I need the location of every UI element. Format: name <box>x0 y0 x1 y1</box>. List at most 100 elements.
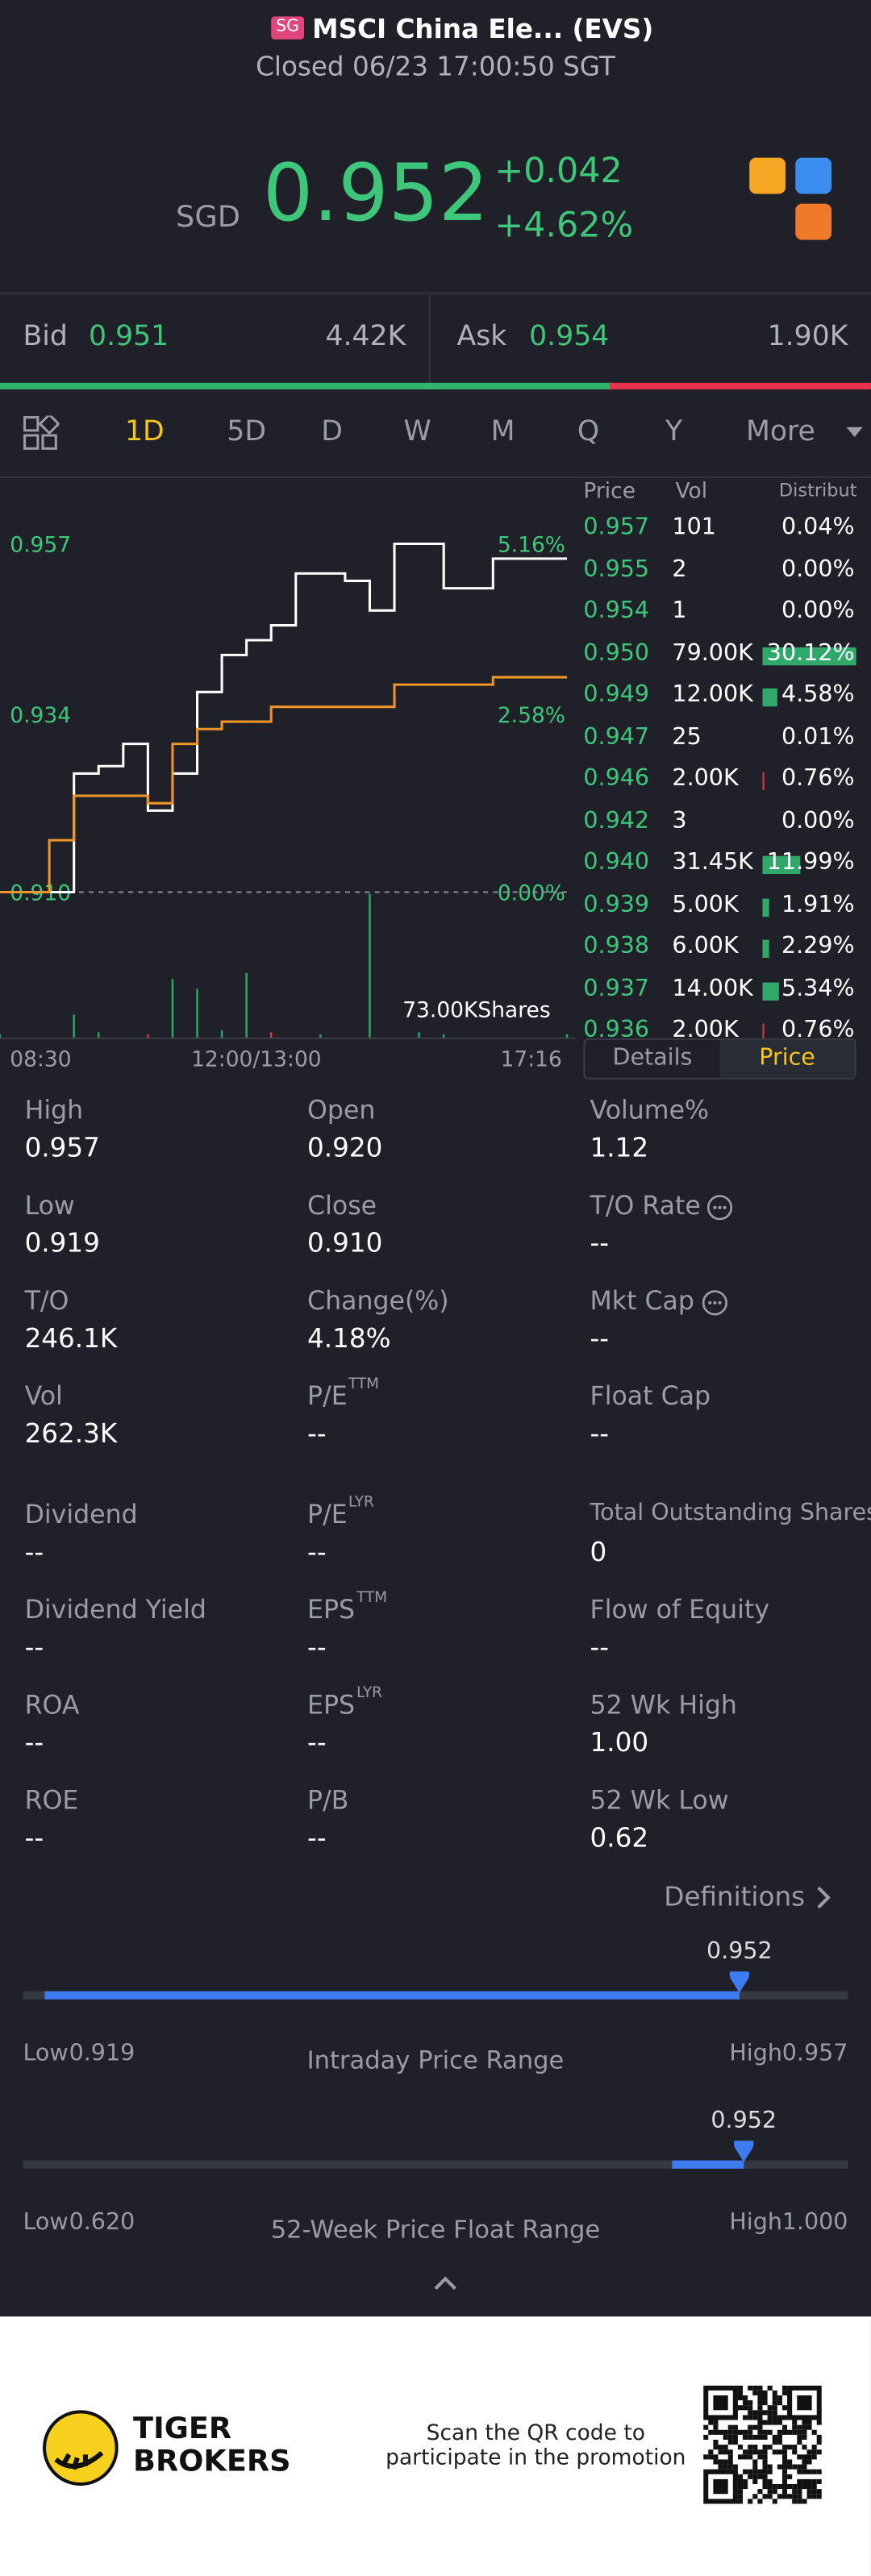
orderbook-volume: 2.00K <box>672 765 739 793</box>
qr-module <box>797 2478 802 2485</box>
currency: SGD <box>176 200 240 235</box>
qr-module <box>752 2390 758 2395</box>
qr-module <box>743 2478 748 2485</box>
icon[interactable] <box>795 157 832 194</box>
period-tab[interactable]: M <box>490 415 515 449</box>
stat-label: Change(%) <box>307 1286 449 1317</box>
qr-module <box>787 2474 793 2479</box>
orderbook-volume: 2.00K <box>672 1017 739 1038</box>
qr-module <box>811 2484 817 2490</box>
qr-module <box>811 2494 817 2499</box>
qr-module <box>737 2429 744 2435</box>
qr-module <box>767 2445 773 2450</box>
qr-module <box>752 2445 758 2450</box>
qr-module <box>713 2459 719 2465</box>
volume-bar <box>269 1032 273 1038</box>
stat-value: 1.12 <box>590 1131 649 1163</box>
qr-module <box>806 2469 812 2474</box>
icon[interactable] <box>749 157 786 194</box>
collapse-caret[interactable] <box>431 2272 461 2291</box>
info-icon[interactable] <box>702 1290 728 1317</box>
stat-value: 4.18% <box>307 1322 391 1355</box>
stat-value: -- <box>590 1322 610 1355</box>
qr-module <box>802 2445 807 2450</box>
qr-module <box>811 2489 817 2495</box>
qr-module <box>737 2478 744 2485</box>
qr-module <box>802 2484 807 2490</box>
qr-module <box>772 2449 777 2455</box>
stat-value: -- <box>590 1417 610 1450</box>
icon[interactable] <box>795 203 832 240</box>
price-change: +0.042 <box>494 151 623 191</box>
qr-module <box>723 2434 728 2440</box>
period-tab[interactable]: W <box>403 415 431 449</box>
qr-module <box>777 2415 782 2420</box>
period-tab[interactable]: D <box>321 415 343 449</box>
period-tab[interactable]: Y <box>665 415 683 449</box>
qr-module <box>781 2478 788 2485</box>
qr-module <box>743 2400 748 2406</box>
qr-module <box>777 2434 782 2440</box>
y-tick-label: 0.934 <box>10 703 71 728</box>
qr-module <box>781 2390 788 2395</box>
qr-module <box>737 2489 744 2495</box>
qr-module <box>703 2434 709 2440</box>
qr-module <box>811 2449 817 2455</box>
volume-bar <box>369 893 371 1038</box>
qr-module <box>708 2429 714 2435</box>
qr-finder <box>797 2395 812 2411</box>
orderbook-price: 0.955 <box>583 556 650 583</box>
orderbook-pct: 0.00% <box>781 597 855 625</box>
orderbook-price: 0.949 <box>583 681 650 709</box>
distribution-bar <box>762 897 769 917</box>
chevron-right[interactable] <box>814 1884 833 1911</box>
qr-module <box>752 2424 758 2430</box>
feature-icons[interactable] <box>748 156 833 242</box>
stat-label: Float Cap <box>590 1381 711 1412</box>
divider <box>0 292 871 294</box>
qr-module <box>772 2489 777 2495</box>
brand-name: BROKERS <box>133 2445 291 2479</box>
qr-module <box>772 2405 777 2411</box>
period-tab[interactable]: 1D <box>124 415 165 449</box>
qr-module <box>767 2494 773 2499</box>
qr-module <box>772 2420 777 2425</box>
period-tab[interactable]: More <box>745 415 815 449</box>
qr-module <box>781 2449 788 2455</box>
period-tab[interactable]: 5D <box>227 415 267 449</box>
qr-module <box>816 2469 822 2474</box>
orderbook-price: 0.938 <box>583 933 650 960</box>
layout-icon[interactable] <box>23 415 60 452</box>
qr-module <box>787 2429 793 2435</box>
qr-module <box>748 2415 753 2420</box>
tiger-logo <box>42 2410 119 2487</box>
volume-bar <box>147 1034 149 1038</box>
orderbook-pct: 0.01% <box>781 723 855 751</box>
distribution-bar <box>762 1023 765 1038</box>
stat-value: 0 <box>590 1536 607 1567</box>
qr-module <box>743 2484 748 2490</box>
x-tick-label: 17:16 <box>501 1047 562 1072</box>
range-low-label: Low <box>23 2209 69 2237</box>
orderbook-header: Price <box>583 480 636 505</box>
qr-module <box>752 2494 758 2499</box>
qr-module <box>767 2469 773 2474</box>
qr-module <box>762 2474 768 2479</box>
bid-label: Bid <box>23 320 68 354</box>
definitions-link[interactable]: Definitions <box>664 1881 806 1912</box>
qr-module <box>718 2445 723 2450</box>
qr-module <box>797 2454 802 2460</box>
period-tab[interactable]: Q <box>577 415 600 449</box>
volume-bar <box>245 972 248 1038</box>
qr-module <box>737 2474 744 2479</box>
orderbook-header: Vol <box>675 480 708 505</box>
panel-tab[interactable]: Price <box>719 1039 855 1078</box>
dropdown-arrow[interactable] <box>846 426 863 439</box>
panel-tab[interactable]: Details <box>612 1044 693 1072</box>
qr-module <box>732 2434 738 2440</box>
info-icon[interactable] <box>706 1194 733 1221</box>
orderbook-price: 0.957 <box>583 514 650 541</box>
qr-module <box>752 2459 758 2465</box>
orderbook-volume: 5.00K <box>672 891 739 918</box>
